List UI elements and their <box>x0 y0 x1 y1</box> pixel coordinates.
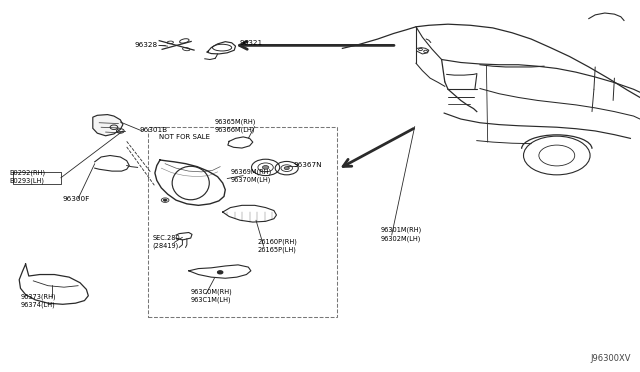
Text: 96321: 96321 <box>240 40 263 46</box>
Text: 96369M(RH)
96370M(LH): 96369M(RH) 96370M(LH) <box>230 168 271 183</box>
Circle shape <box>218 271 223 274</box>
Text: 96367N: 96367N <box>293 162 322 168</box>
Text: NOT FOR SALE: NOT FOR SALE <box>159 134 210 140</box>
Polygon shape <box>93 115 123 136</box>
Text: 96301B: 96301B <box>140 127 168 133</box>
Circle shape <box>163 199 167 201</box>
Text: 96301M(RH)
96302M(LH): 96301M(RH) 96302M(LH) <box>381 227 422 242</box>
Text: 26160P(RH)
26165P(LH): 26160P(RH) 26165P(LH) <box>257 238 297 253</box>
Text: 96373(RH)
96374(LH): 96373(RH) 96374(LH) <box>20 293 56 308</box>
Circle shape <box>284 167 289 170</box>
Text: B0292(RH)
B0293(LH): B0292(RH) B0293(LH) <box>10 169 45 184</box>
Text: 96300F: 96300F <box>63 196 90 202</box>
Text: J96300XV: J96300XV <box>590 354 630 363</box>
Text: 963C0M(RH)
963C1M(LH): 963C0M(RH) 963C1M(LH) <box>191 288 232 303</box>
Text: SEC.280
(28419): SEC.280 (28419) <box>152 235 180 249</box>
Text: 96328: 96328 <box>134 42 157 48</box>
Text: 96365M(RH)
96366M(LH): 96365M(RH) 96366M(LH) <box>214 118 256 133</box>
Circle shape <box>262 166 269 169</box>
